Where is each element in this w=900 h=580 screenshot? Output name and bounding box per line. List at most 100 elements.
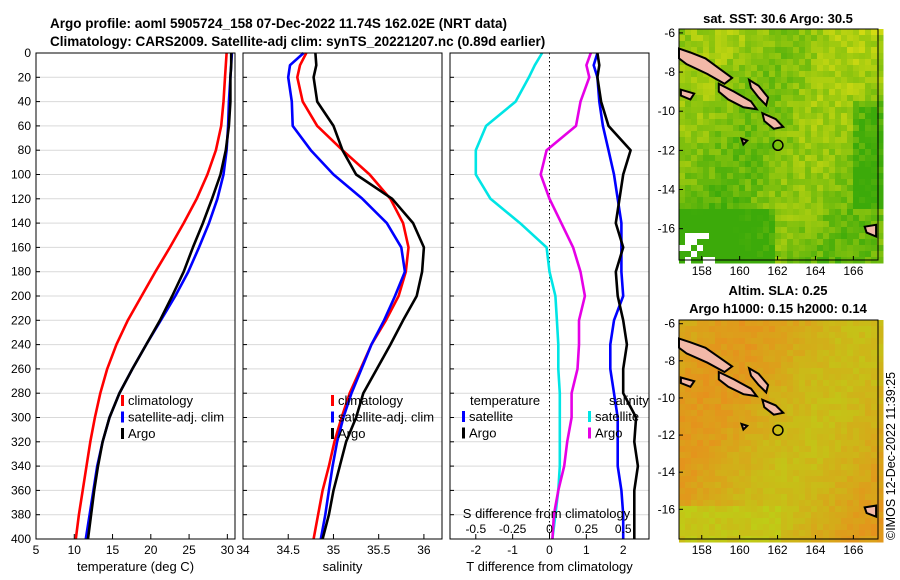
sla-cell <box>703 488 710 495</box>
x-tick-label: 35 <box>327 543 341 557</box>
sla-cell <box>859 356 866 363</box>
sla-cell <box>781 344 788 351</box>
sst-cell <box>853 29 860 36</box>
sla-cell <box>697 332 704 339</box>
sst-cell <box>823 161 830 168</box>
sla-cell <box>739 326 746 333</box>
sst-cell <box>745 59 752 66</box>
sla-cell <box>769 434 776 441</box>
sst-cell <box>829 83 836 90</box>
sst-cell <box>685 29 692 36</box>
sla-cell <box>793 362 800 369</box>
sst-cell <box>721 239 728 246</box>
sla-cell <box>817 320 824 327</box>
sst-cell <box>727 239 734 246</box>
sla-cell <box>775 344 782 351</box>
sst-cell <box>799 179 806 186</box>
sst-cell <box>679 29 686 36</box>
sst-cell <box>703 41 710 48</box>
y-tick-label: 240 <box>11 338 31 352</box>
sla-cell <box>853 518 860 525</box>
sla-cell <box>805 440 812 447</box>
sst-cell <box>823 113 830 120</box>
sst-cell <box>823 215 830 222</box>
sst-cell <box>763 167 770 174</box>
sst-cell <box>805 119 812 126</box>
sla-cell <box>775 452 782 459</box>
sst-cell <box>793 89 800 96</box>
sst-cell <box>781 251 788 258</box>
sla-cell <box>733 350 740 357</box>
sst-cell <box>841 65 848 72</box>
sst-cell <box>805 245 812 252</box>
sst-cell <box>751 143 758 150</box>
sla-cell <box>829 338 836 345</box>
sla-cell <box>751 416 758 423</box>
sst-cell <box>817 29 824 36</box>
sst-cell <box>709 161 716 168</box>
sst-cell <box>709 179 716 186</box>
sla-cell <box>841 428 848 435</box>
sst-cell <box>697 173 704 180</box>
sla-cell <box>691 494 698 501</box>
sst-cell <box>757 35 764 42</box>
sla-cell <box>853 446 860 453</box>
sla-cell <box>841 482 848 489</box>
sla-cell <box>823 386 830 393</box>
sla-cell <box>745 440 752 447</box>
sla-cell <box>715 494 722 501</box>
sst-cell <box>871 59 878 66</box>
sst-cell <box>829 71 836 78</box>
sla-cell <box>781 350 788 357</box>
sst-cell <box>859 221 866 228</box>
sla-cell <box>757 410 764 417</box>
sst-cell <box>709 149 716 156</box>
sla-cell <box>709 374 716 381</box>
sla-cell <box>781 368 788 375</box>
sla-cell <box>871 326 878 333</box>
sla-cell <box>745 434 752 441</box>
sla-cell <box>823 422 830 429</box>
sst-cell <box>703 83 710 90</box>
sla-cell <box>835 422 842 429</box>
sst-cell <box>853 251 860 258</box>
sst-cell <box>817 173 824 180</box>
sst-cell <box>691 41 698 48</box>
map-x-tick-label: 158 <box>692 264 712 278</box>
sla-cell <box>685 440 692 447</box>
sla-cell <box>733 428 740 435</box>
sst-cell <box>715 59 722 66</box>
sla-cell <box>877 506 884 513</box>
sst-cell <box>811 71 818 78</box>
sla-cell <box>739 494 746 501</box>
diff-line-temperature-satellite <box>592 52 625 539</box>
sst-cell <box>703 119 710 126</box>
sst-cell <box>691 233 698 240</box>
sla-cell <box>787 512 794 519</box>
sst-cell <box>685 77 692 84</box>
sst-cell <box>805 65 812 72</box>
sla-cell <box>763 356 770 363</box>
sst-cell <box>859 239 866 246</box>
sst-cell <box>799 29 806 36</box>
sst-cell <box>769 149 776 156</box>
sst-cell <box>709 125 716 132</box>
sst-cell <box>733 83 740 90</box>
sla-cell <box>841 398 848 405</box>
sla-cell <box>823 524 830 531</box>
sst-cell <box>817 215 824 222</box>
sla-cell <box>769 518 776 525</box>
sst-cell <box>733 221 740 228</box>
sst-cell <box>793 239 800 246</box>
sla-cell <box>787 398 794 405</box>
sla-cell <box>799 392 806 399</box>
y-tick-label: 200 <box>11 289 31 303</box>
sla-cell <box>877 362 884 369</box>
sla-cell <box>739 338 746 345</box>
sla-cell <box>853 332 860 339</box>
sst-cell <box>829 197 836 204</box>
sla-cell <box>763 326 770 333</box>
sst-cell <box>763 35 770 42</box>
sla-cell <box>877 410 884 417</box>
sla-cell <box>697 380 704 387</box>
